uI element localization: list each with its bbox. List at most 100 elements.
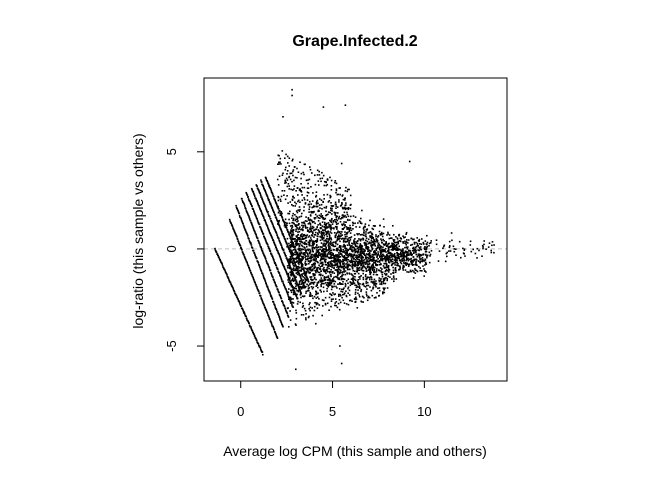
cloud-point (292, 289, 294, 291)
cloud-point (349, 224, 351, 227)
band-point (277, 268, 279, 270)
x-tick-label: 0 (237, 404, 244, 419)
cloud-point (312, 244, 314, 246)
cloud-point (327, 256, 330, 259)
cloud-point (331, 285, 333, 287)
cloud-point (315, 260, 317, 262)
cloud-point (322, 286, 325, 289)
cloud-point (289, 225, 292, 227)
cloud-point (348, 254, 350, 257)
cloud-point (364, 275, 367, 278)
cloud-point (323, 206, 326, 209)
cloud-point (340, 238, 343, 240)
cloud-point (297, 223, 300, 226)
cloud-point (394, 259, 397, 261)
cloud-point (292, 268, 294, 270)
cloud-point (318, 298, 320, 300)
cloud-point (343, 243, 345, 246)
cloud-point (307, 253, 309, 256)
cloud-point (326, 235, 328, 238)
cloud-point (346, 232, 348, 234)
band-point (282, 325, 284, 328)
cloud-point (344, 292, 346, 294)
cloud-point (414, 272, 417, 274)
cloud-point (394, 258, 397, 260)
cloud-point (294, 293, 296, 296)
cloud-point (309, 215, 312, 217)
cloud-point (300, 228, 302, 231)
cloud-point (335, 188, 338, 190)
cloud-point (313, 273, 315, 275)
band-point (274, 229, 276, 231)
cloud-point (372, 225, 375, 227)
cloud-point (463, 249, 466, 251)
band-point (270, 322, 273, 325)
cloud-point (324, 251, 327, 253)
cloud-point (310, 278, 312, 280)
cloud-point (339, 276, 342, 278)
band-point (254, 254, 257, 257)
cloud-point (360, 288, 363, 291)
band-point (257, 222, 260, 224)
cloud-point (381, 235, 384, 238)
cloud-point (310, 228, 312, 231)
band-point (265, 282, 267, 285)
cloud-point (315, 278, 317, 281)
cloud-point (383, 291, 386, 294)
cloud-point (304, 202, 307, 204)
cloud-point (347, 207, 350, 209)
band-point (280, 258, 282, 261)
cloud-point (334, 280, 337, 283)
cloud-point (406, 251, 408, 253)
cloud-point (315, 291, 318, 293)
band-point (253, 193, 255, 195)
cloud-point (320, 270, 322, 272)
cloud-point (448, 240, 451, 243)
band-point (234, 233, 237, 235)
cloud-point (360, 263, 363, 266)
cloud-point (341, 296, 343, 299)
cloud-point (323, 270, 325, 273)
cloud-point (423, 275, 425, 277)
cloud-point (328, 282, 331, 285)
cloud-point (365, 293, 368, 295)
cloud-point (402, 248, 404, 250)
cloud-point (320, 231, 323, 233)
cloud-point (342, 207, 344, 210)
cloud-point (309, 261, 311, 263)
cloud-point (413, 249, 415, 252)
cloud-point (381, 259, 384, 262)
cloud-point (341, 224, 344, 227)
cloud-point (367, 259, 369, 261)
cloud-point (320, 261, 323, 264)
cloud-point (320, 232, 323, 235)
cloud-point (419, 246, 422, 248)
band-point (281, 300, 283, 302)
band-point (262, 185, 265, 188)
cloud-point (320, 265, 323, 267)
cloud-point (309, 271, 311, 274)
cloud-point (318, 252, 321, 254)
cloud-point (419, 254, 422, 257)
cloud-point (312, 246, 315, 248)
cloud-point (360, 275, 362, 277)
cloud-point (299, 253, 301, 255)
cloud-point (405, 246, 408, 248)
cloud-point (285, 177, 288, 180)
cloud-point (319, 198, 321, 200)
band-point (261, 300, 264, 302)
cloud-point (367, 263, 369, 266)
outlier-point (295, 368, 297, 371)
cloud-point (307, 223, 310, 225)
band-point (240, 305, 243, 307)
cloud-point (379, 245, 381, 247)
cloud-point (354, 284, 356, 286)
cloud-point (353, 249, 355, 252)
cloud-point (294, 253, 296, 256)
cloud-point (296, 244, 299, 246)
cloud-point (370, 244, 372, 246)
cloud-point (297, 200, 299, 203)
cloud-point (318, 274, 321, 276)
band-point (284, 268, 287, 271)
